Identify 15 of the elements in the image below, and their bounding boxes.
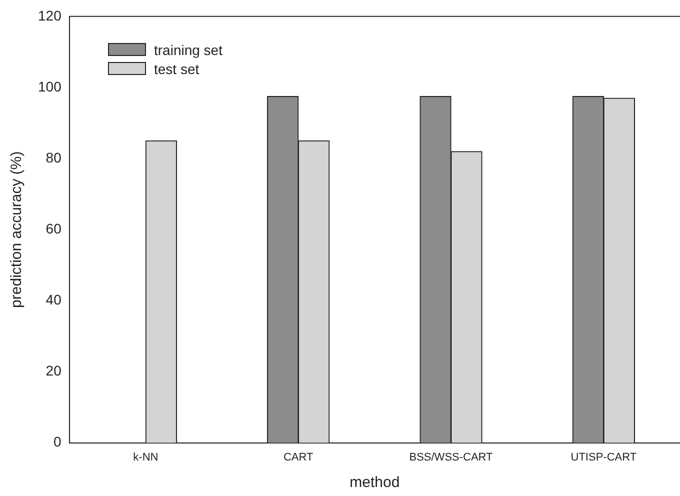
y-tick-label: 0 — [54, 434, 62, 450]
legend-label: test set — [154, 60, 200, 76]
y-tick-label: 20 — [46, 362, 62, 379]
y-tick-label: 40 — [46, 292, 62, 308]
x-axis-title: method — [350, 474, 400, 492]
x-tick-label: k-NN — [133, 451, 158, 464]
y-tick-label: 100 — [38, 78, 62, 94]
y-tick-label: 60 — [46, 220, 62, 236]
legend-label: training set — [154, 42, 222, 58]
x-tick-label: UTISP-CART — [570, 451, 637, 464]
y-tick-label: 80 — [46, 149, 62, 166]
x-tick-label: CART — [283, 451, 314, 464]
x-tick-label: BSS/WSS-CART — [409, 451, 494, 464]
y-axis-title: prediction accuracy (%) — [8, 151, 26, 308]
y-tick-label: 120 — [38, 7, 62, 24]
